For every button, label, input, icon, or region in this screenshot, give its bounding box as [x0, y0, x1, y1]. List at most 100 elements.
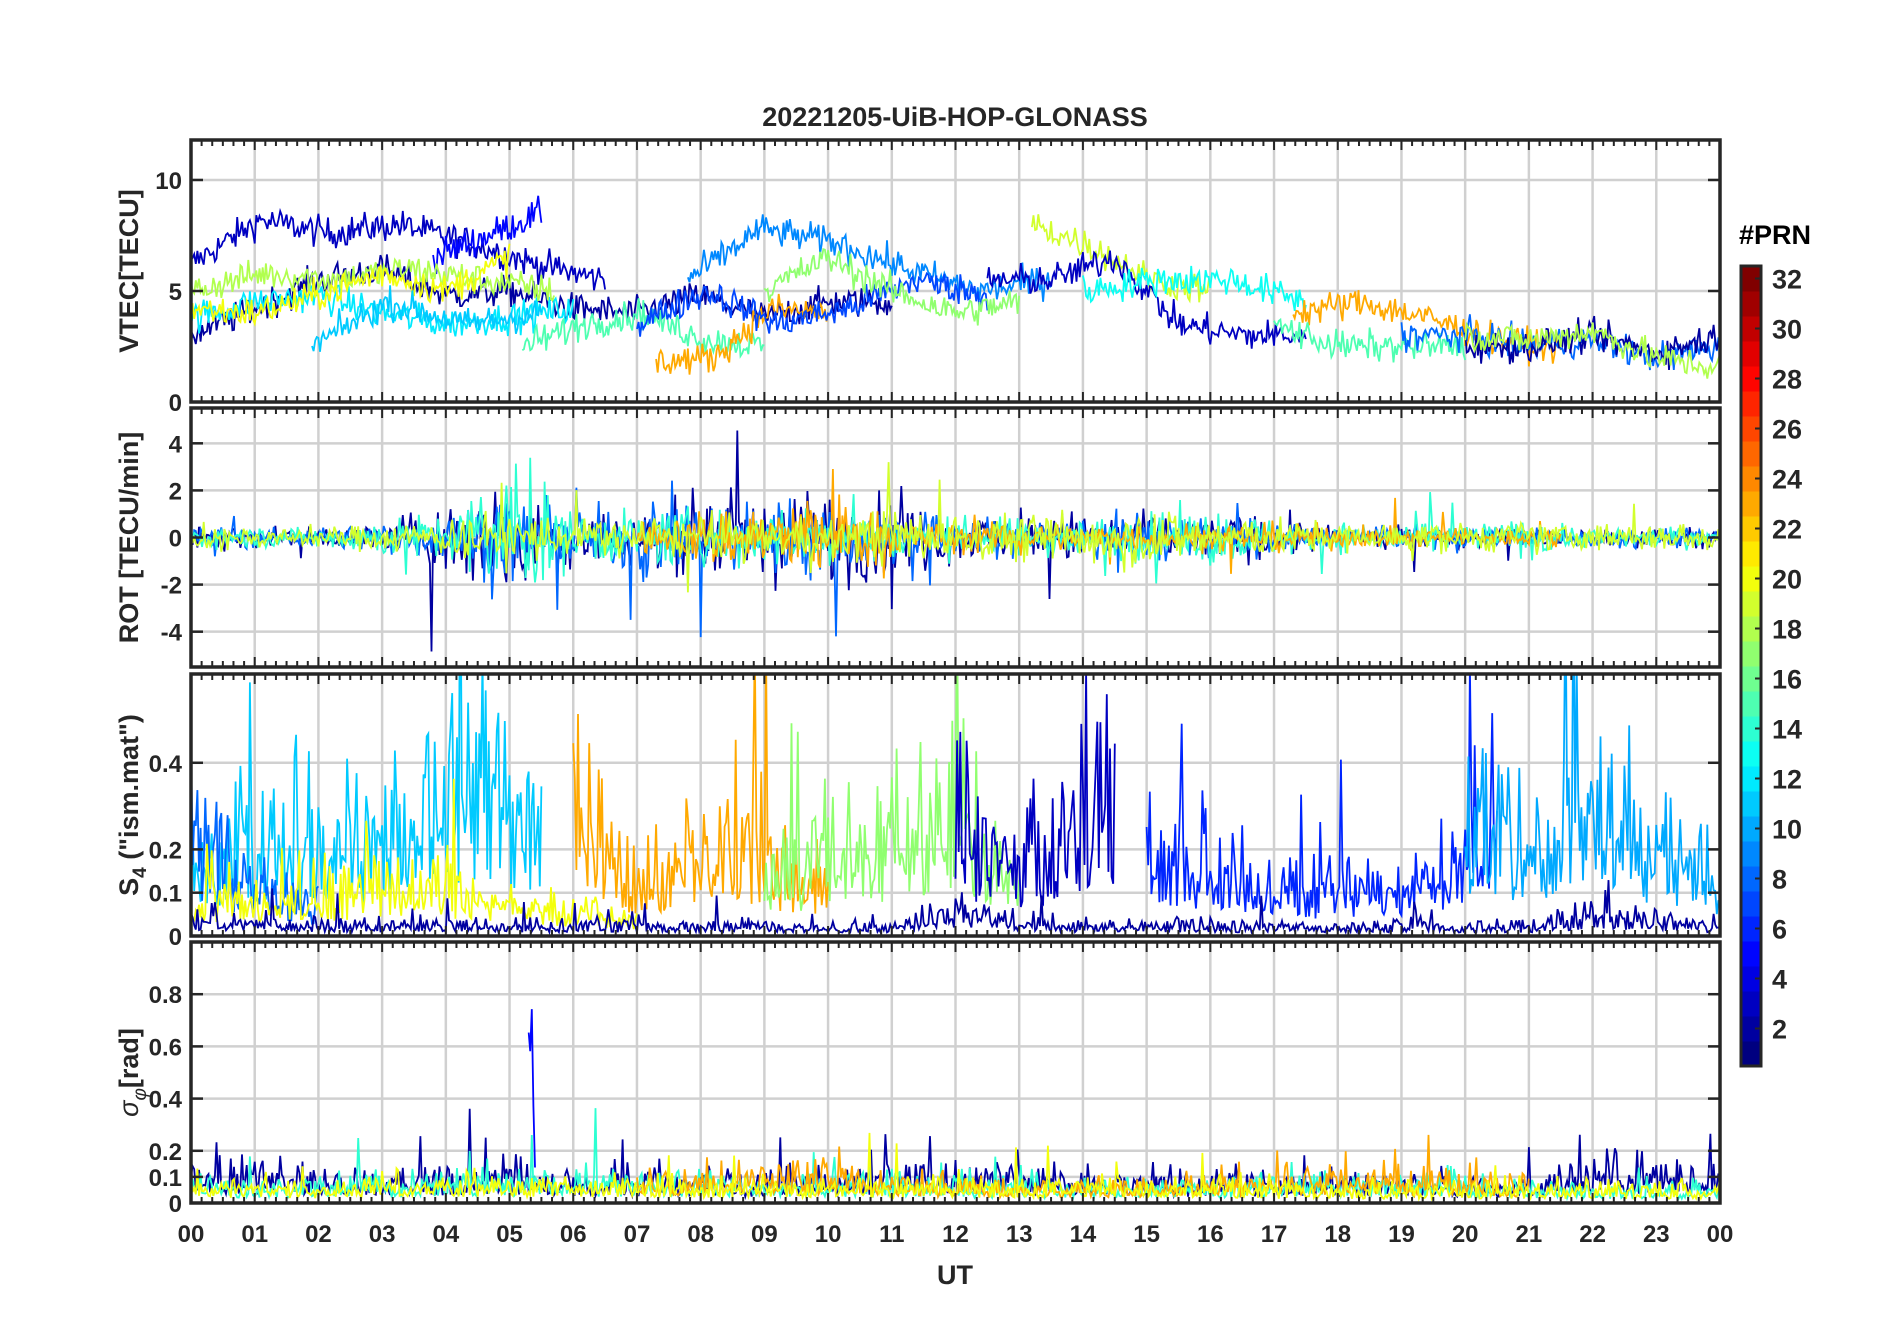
colorbar-tick-label: 8: [1772, 865, 1787, 895]
colorbar-segment: [1741, 741, 1761, 767]
series-prn-18: [1464, 321, 1720, 379]
x-tick-label: 21: [1516, 1221, 1543, 1248]
x-tick-label: 03: [369, 1221, 396, 1248]
series-prn-5: [432, 195, 543, 275]
series-prn-10: [1464, 674, 1720, 915]
x-tick-label: 23: [1643, 1221, 1670, 1248]
colorbar-segment: [1741, 541, 1761, 567]
series-prn-3: [191, 207, 606, 291]
series-prn-6: [1145, 674, 1498, 919]
x-tick-label: 14: [1070, 1221, 1097, 1248]
x-tick-label: 07: [624, 1221, 651, 1248]
colorbar-tick-label: 22: [1772, 515, 1802, 545]
colorbar-segment: [1741, 991, 1761, 1017]
series-prn-19: [1031, 214, 1211, 304]
series-prn-17: [763, 674, 1021, 911]
colorbar-segment: [1741, 941, 1761, 967]
x-tick-label: 04: [432, 1221, 459, 1248]
colorbar-segment: [1741, 866, 1761, 892]
colorbar-segment: [1741, 466, 1761, 492]
x-tick-label: 08: [687, 1221, 714, 1248]
colorbar-label: #PRN: [1739, 220, 1811, 250]
colorbar-segment: [1741, 791, 1761, 817]
panel-sigma: 00.10.2 0.4 0.6 0.8 σφ[rad]: [114, 940, 1722, 1218]
colorbar-segment: [1741, 766, 1761, 792]
colorbar-tick-label: 32: [1772, 265, 1802, 295]
series-prn-9: [687, 214, 1052, 302]
series-prn-3: [954, 674, 1116, 908]
colorbar-tick-label: 12: [1772, 765, 1802, 795]
series-prn-15: [1273, 317, 1467, 363]
colorbar-segment: [1741, 916, 1761, 942]
colorbar-segment: [1741, 691, 1761, 717]
series-prn-23: [655, 293, 829, 375]
colorbar-segment: [1741, 1016, 1761, 1042]
x-tick-label: 00: [1707, 1221, 1734, 1248]
x-tick-label: 09: [751, 1221, 778, 1248]
series-prn-13: [1082, 265, 1307, 314]
colorbar-segment: [1741, 491, 1761, 517]
colorbar-tick-label: 2: [1772, 1015, 1787, 1045]
colorbar-segment: [1741, 266, 1761, 292]
y-tick-label: -2: [161, 573, 182, 600]
colorbar-segment: [1741, 591, 1761, 617]
colorbar-tick-label: 6: [1772, 915, 1787, 945]
series-prn-15: [521, 298, 765, 359]
series-prn-11: [311, 285, 543, 352]
x-tick-label: 10: [815, 1221, 842, 1248]
y-tick-label: 0.6: [149, 1034, 182, 1061]
y-tick-label: 0.4: [149, 1087, 183, 1114]
colorbar-tick-label: 30: [1772, 315, 1802, 345]
x-axis-label: UT: [937, 1260, 973, 1290]
colorbar-segment: [1741, 966, 1761, 992]
colorbar-tick-label: 16: [1772, 665, 1802, 695]
series-prn-23: [636, 468, 1562, 579]
x-tick-label: 15: [1133, 1221, 1160, 1248]
x-tick-label: 00: [178, 1221, 205, 1248]
colorbar-segment: [1741, 391, 1761, 417]
y-axis-label: VTEC[TECU]: [114, 189, 144, 353]
colorbar-tick-label: 18: [1772, 615, 1802, 645]
y-tick-label: 0: [169, 1191, 182, 1218]
colorbar-segment: [1741, 341, 1761, 367]
y-axis-label: σφ[rad]: [114, 1028, 151, 1117]
colorbar-segment: [1741, 816, 1761, 842]
colorbar-frame: [1739, 264, 1763, 1068]
x-tick-label: 11: [879, 1221, 904, 1248]
y-tick-label: 0.1: [149, 1165, 182, 1192]
x-tick-label: 02: [305, 1221, 332, 1248]
colorbar-segment: [1741, 316, 1761, 342]
y-tick-label: 0: [169, 526, 182, 553]
y-tick-label: -4: [161, 620, 183, 647]
colorbar-segment: [1741, 516, 1761, 542]
y-tick-label: 2: [169, 478, 182, 505]
colorbar-segment: [1741, 416, 1761, 442]
axes-box: [189, 138, 1722, 404]
y-axis-label: S4 ("ism.mat"): [114, 714, 151, 896]
y-tick-label: 0: [169, 924, 182, 951]
series-prn-17: [763, 248, 1021, 326]
axes-box: [189, 406, 1722, 669]
y-tick-label: 0.8: [149, 982, 182, 1009]
x-tick-label: 22: [1579, 1221, 1606, 1248]
x-tick-label: 12: [942, 1221, 969, 1248]
y-tick-label: 0: [169, 390, 182, 417]
colorbar-segment: [1741, 666, 1761, 692]
y-axis-label: ROT [TECU/min]: [114, 432, 144, 643]
panel-vtec: 0 5 10 VTEC[TECU]: [114, 138, 1722, 417]
colorbar-tick-label: 26: [1772, 415, 1802, 445]
series-prn-23: [1292, 290, 1562, 367]
chart-title: 20221205-UiB-HOP-GLONASS: [762, 102, 1148, 132]
series-prn-19: [191, 462, 1720, 593]
panel-s4: 0 0.1 0.2 0.4S4 ("ism.mat"): [114, 672, 1722, 951]
colorbar-segment: [1741, 366, 1761, 392]
colorbar-segment: [1741, 841, 1761, 867]
colorbar-segment: [1741, 291, 1761, 317]
axes-box: [189, 940, 1722, 1205]
y-tick-label: 0.1: [149, 881, 182, 908]
colorbar-tick-label: 24: [1772, 465, 1802, 495]
series-prn-7: [636, 271, 989, 337]
colorbar-tick-label: 4: [1772, 965, 1787, 995]
